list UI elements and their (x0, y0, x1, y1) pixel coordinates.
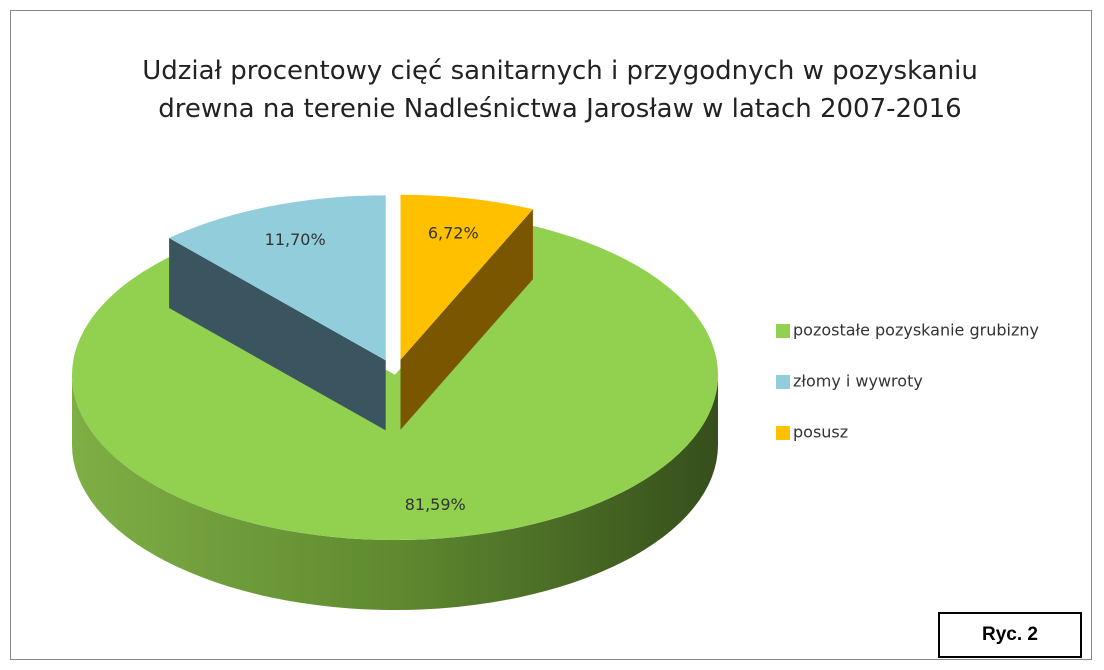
slice-wall (169, 238, 386, 431)
slice (169, 195, 386, 361)
data-label: 6,72% (428, 223, 479, 242)
slice (400, 194, 533, 360)
legend-swatch (776, 324, 790, 338)
data-label: 81,59% (405, 495, 466, 514)
chart-title: Udział procentowy cięć sanitarnych i prz… (142, 56, 978, 124)
figure-label: Ryc. 2 (938, 612, 1082, 658)
slice-wall (400, 209, 533, 430)
slice-side (72, 375, 718, 610)
legend-swatch (776, 375, 790, 389)
chart-frame (10, 10, 1092, 660)
legend-label: złomy i wywroty (793, 372, 923, 391)
legend-swatch (776, 426, 790, 440)
legend-label: pozostałe pozyskanie grubizny (793, 321, 1039, 340)
slice (72, 224, 719, 541)
legend-label: posusz (793, 423, 848, 442)
data-label: 11,70% (265, 230, 326, 249)
